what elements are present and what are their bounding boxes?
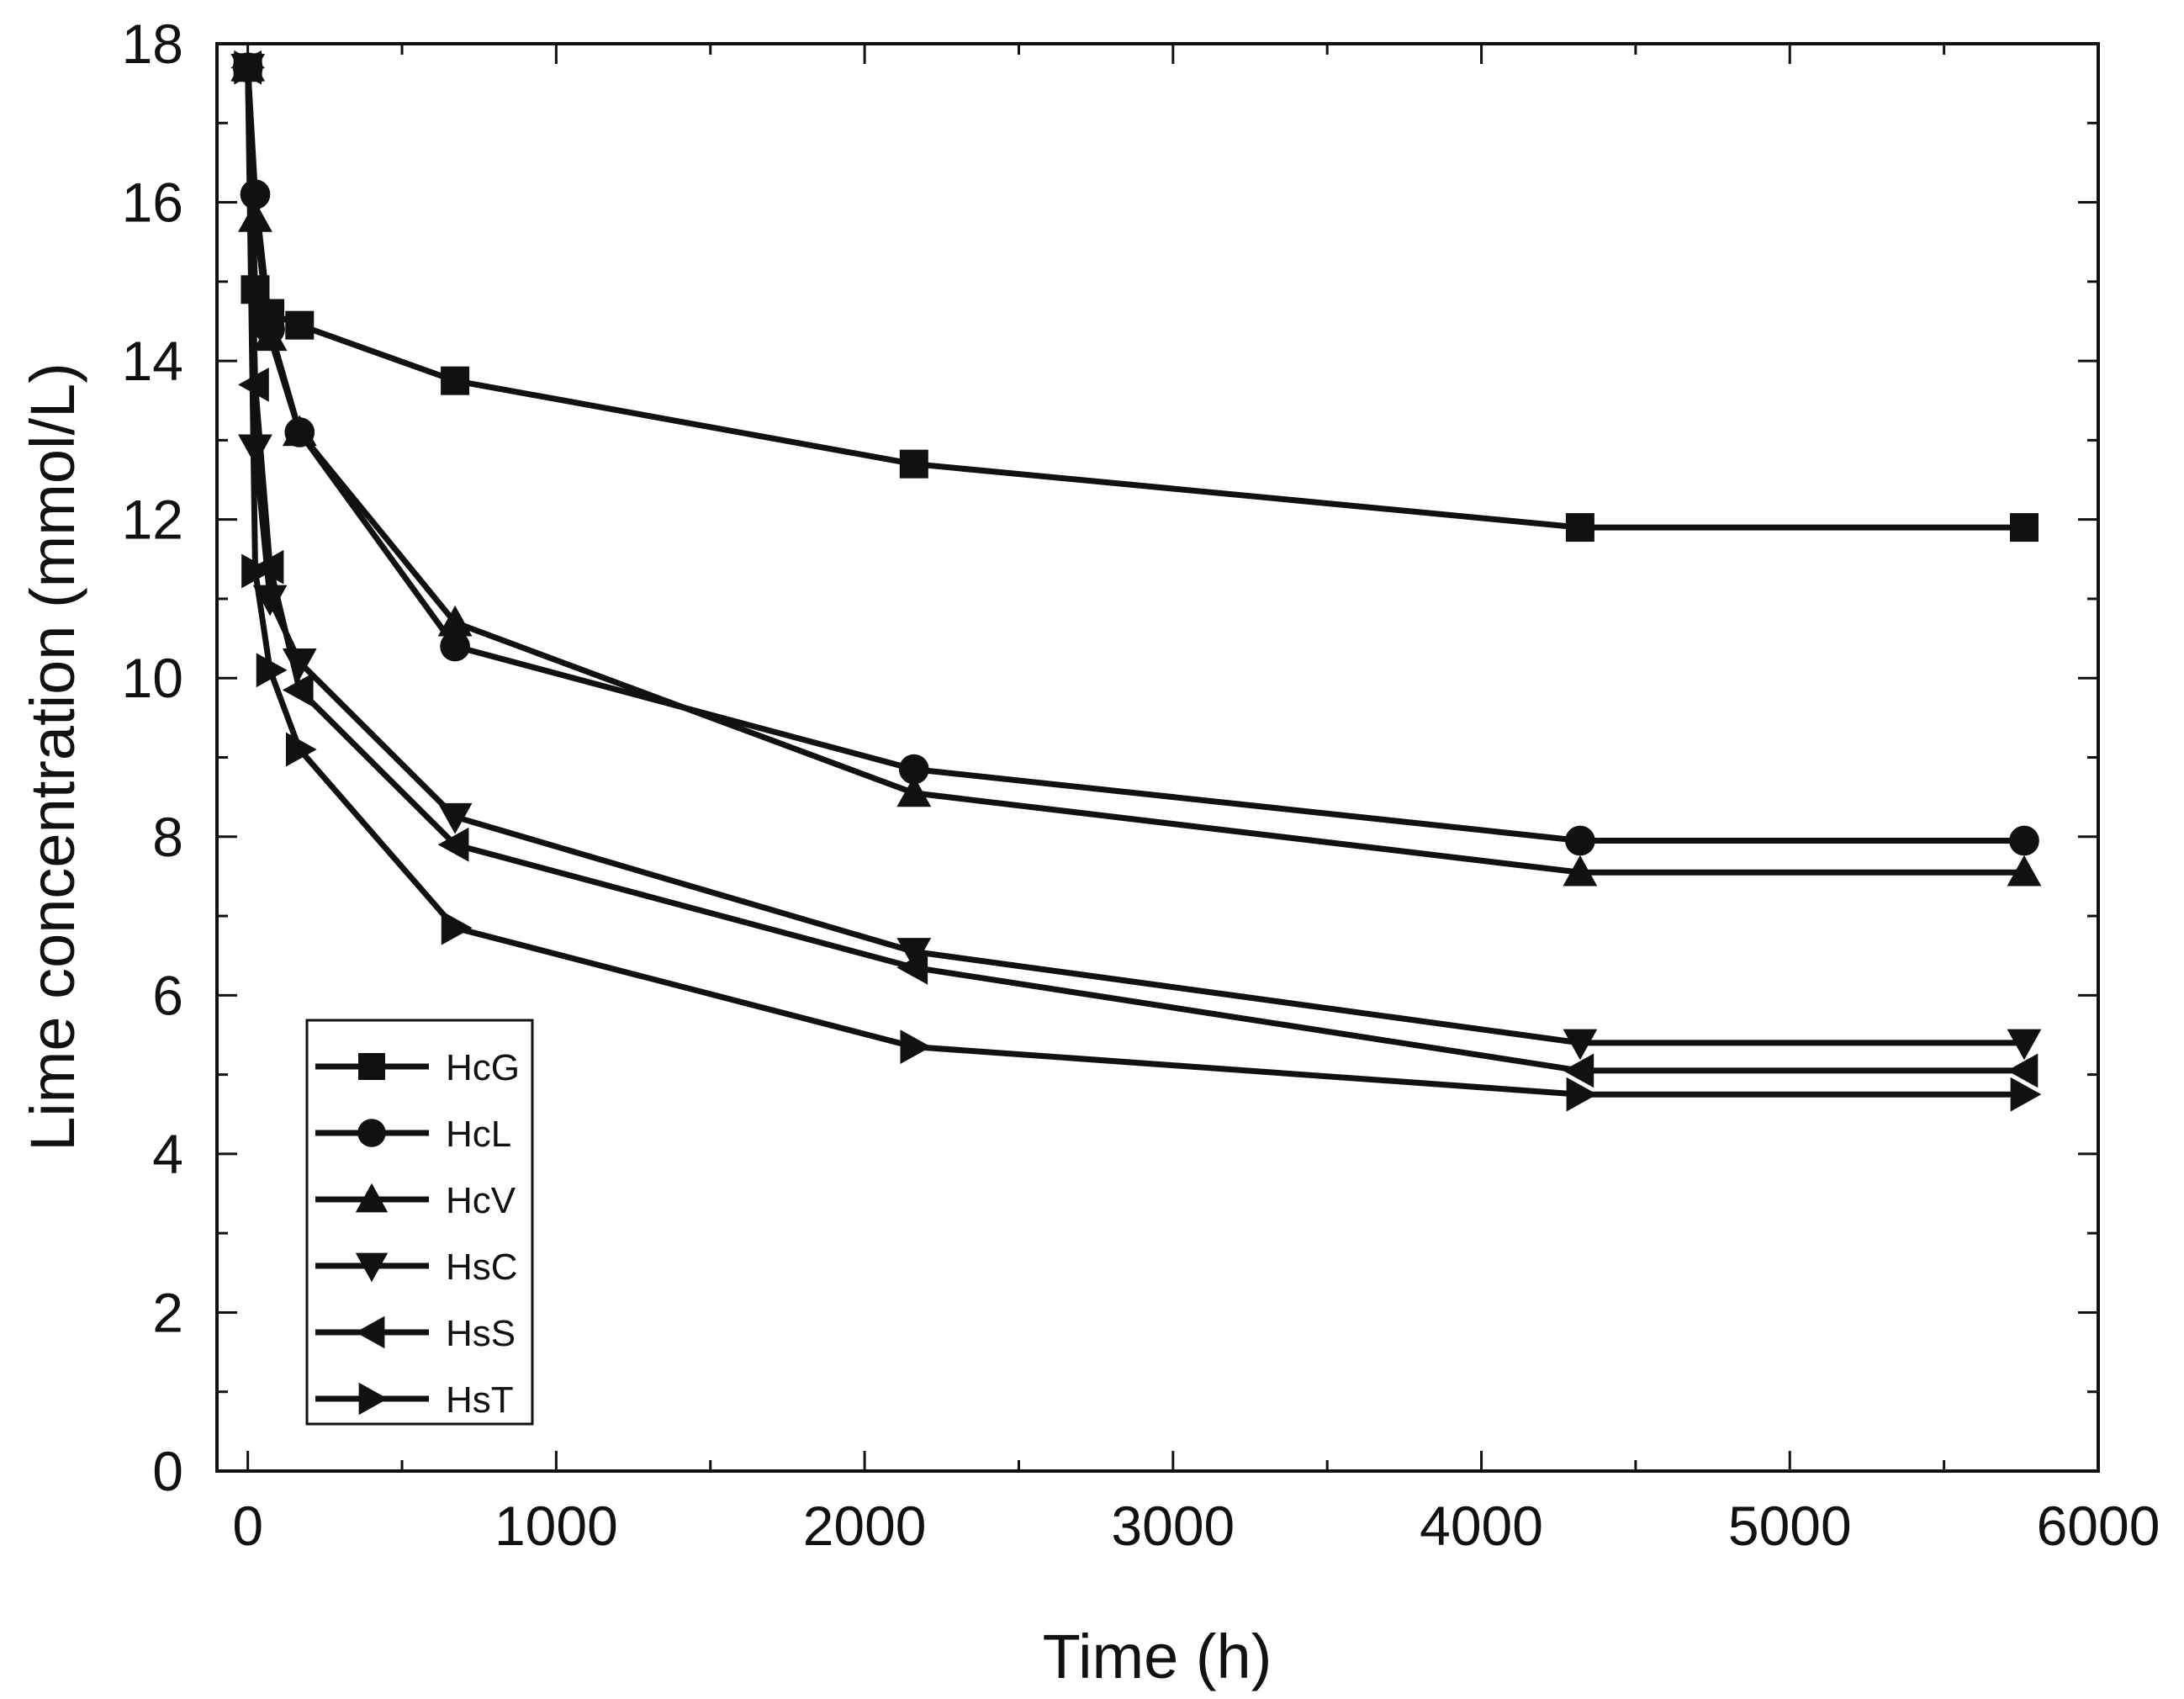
x-tick-label: 5000 xyxy=(1728,1495,1852,1557)
legend-marker-hss xyxy=(355,1315,385,1349)
legend-marker-hst xyxy=(358,1382,389,1416)
series-line-hst xyxy=(245,67,2024,1098)
data-point-hsc xyxy=(437,802,473,834)
series-line-hcl xyxy=(245,67,2024,844)
series-hcl xyxy=(232,52,2039,856)
series-hst xyxy=(234,50,2042,1112)
data-point-hst xyxy=(441,910,473,945)
series-hcv xyxy=(230,50,2042,887)
data-point-hss xyxy=(252,549,284,585)
data-point-hsc xyxy=(896,938,932,969)
legend-marker-hcg xyxy=(358,1053,385,1080)
series-layer xyxy=(230,50,2042,1112)
data-point-hss xyxy=(282,672,314,707)
y-tick-label: 10 xyxy=(122,647,183,709)
series-line-hcv xyxy=(245,67,2024,876)
data-point-hcv xyxy=(896,775,932,807)
data-point-hcv xyxy=(437,605,473,637)
series-hsc xyxy=(230,53,2042,1061)
x-tick-label: 6000 xyxy=(2037,1495,2160,1557)
legend-label: HcG xyxy=(446,1047,520,1088)
data-point-hcv xyxy=(2007,855,2042,887)
legend-item-hcl: HcL xyxy=(315,1114,511,1155)
data-point-hcg xyxy=(2009,513,2039,543)
legend-item-hsc: HsC xyxy=(315,1246,518,1288)
data-point-hcl xyxy=(440,631,470,662)
y-tick-label: 16 xyxy=(122,172,183,234)
legend: HcG HcL HcV HsC HsS HsT xyxy=(305,1019,534,1426)
x-axis-title: Time (h) xyxy=(1043,1622,1272,1691)
y-tick-label: 14 xyxy=(122,330,183,392)
data-point-hst xyxy=(234,50,266,85)
data-point-hst xyxy=(285,732,317,767)
ticks-layer xyxy=(217,42,2100,1473)
legend-box xyxy=(305,1019,534,1426)
series-hcg xyxy=(233,53,2039,543)
y-tick-label: 2 xyxy=(152,1281,183,1343)
data-point-hcg xyxy=(899,449,928,479)
y-tick-label: 18 xyxy=(122,13,183,75)
series-line-hsc xyxy=(245,67,2024,1046)
legend-item-hcv: HcV xyxy=(315,1180,516,1221)
legend-label: HcL xyxy=(446,1114,511,1155)
y-tick-label: 12 xyxy=(122,489,183,551)
x-tick-label: 2000 xyxy=(803,1495,927,1557)
y-tick-label: 6 xyxy=(152,964,183,1026)
y-axis-title: Lime concentration (mmol/L) xyxy=(18,363,87,1151)
data-point-hcl xyxy=(898,754,929,785)
data-point-hss xyxy=(2007,1053,2039,1088)
series-hss xyxy=(230,50,2039,1088)
data-point-hst xyxy=(256,653,288,688)
data-point-hcv xyxy=(238,201,272,232)
data-point-hst xyxy=(241,553,272,589)
legend-item-hss: HsS xyxy=(315,1313,516,1354)
legend-marker-hsc xyxy=(355,1252,389,1283)
legend-label: HsC xyxy=(446,1246,518,1288)
data-point-hcl xyxy=(1565,825,1595,856)
y-tick-label: 4 xyxy=(152,1123,183,1185)
x-tick-label: 0 xyxy=(232,1495,263,1557)
data-point-hss xyxy=(896,950,928,985)
data-point-hcg xyxy=(441,366,470,395)
y-tick-label: 0 xyxy=(152,1440,183,1502)
data-point-hsc xyxy=(1563,1029,1598,1061)
x-tick-label: 4000 xyxy=(1420,1495,1543,1557)
data-point-hcl xyxy=(2009,825,2039,856)
data-point-hsc xyxy=(2007,1029,2042,1061)
data-point-hst xyxy=(1566,1077,1598,1112)
data-point-hss xyxy=(1563,1053,1594,1088)
data-point-hcg xyxy=(1565,513,1594,543)
legend-marker-hcl xyxy=(357,1119,386,1147)
data-point-hss xyxy=(437,827,469,862)
legend-label: HcV xyxy=(446,1180,516,1221)
x-tick-label: 1000 xyxy=(494,1495,618,1557)
legend-label: HsS xyxy=(446,1313,516,1354)
series-line-hss xyxy=(245,67,2024,1074)
legend-marker-hcv xyxy=(355,1183,389,1213)
data-point-hcv xyxy=(282,415,317,447)
data-point-hcg xyxy=(285,310,315,340)
legend-label: HsT xyxy=(446,1379,514,1421)
data-point-hcv xyxy=(1563,855,1598,887)
tick-labels-layer: 0 1000 2000 3000 4000 5000 6000 0 2 4 6 8 10 12 14 16 18 xyxy=(122,13,2160,1557)
series-line-hcg xyxy=(245,67,2024,531)
x-tick-label: 3000 xyxy=(1111,1495,1235,1557)
legend-item-hst: HsT xyxy=(315,1379,514,1421)
legend-item-hcg: HcG xyxy=(315,1047,520,1088)
data-point-hcv xyxy=(252,320,288,352)
data-point-hst xyxy=(2010,1077,2042,1112)
data-point-hst xyxy=(900,1029,932,1065)
y-tick-label: 8 xyxy=(152,806,183,868)
